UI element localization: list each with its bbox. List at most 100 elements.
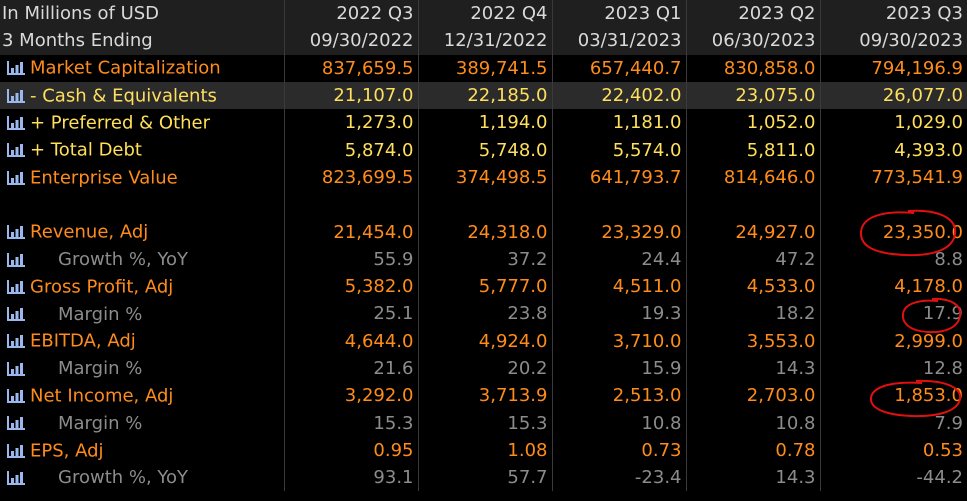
bar-chart-icon[interactable]: [6, 278, 26, 296]
row-label[interactable]: Enterprise Value: [30, 167, 178, 189]
value-cell[interactable]: 1,052.0: [686, 109, 821, 137]
bar-chart-icon[interactable]: [6, 305, 26, 323]
row-label[interactable]: Margin %: [58, 303, 143, 325]
value-cell[interactable]: 4,393.0: [820, 136, 967, 164]
value-cell[interactable]: 773,541.9: [820, 163, 967, 192]
value-cell[interactable]: 20.2: [418, 354, 553, 383]
value-cell[interactable]: 8.8: [820, 245, 967, 273]
table-row[interactable]: Enterprise Value 823,699.5 374,498.5 641,79…: [0, 163, 967, 192]
bar-chart-icon[interactable]: [6, 87, 26, 105]
bar-chart-icon[interactable]: [6, 414, 26, 432]
value-cell[interactable]: 19.3: [552, 300, 687, 328]
bar-chart-icon[interactable]: [6, 442, 26, 460]
table-row[interactable]: Growth %, YoY 55.9 37.2 24.4 47.2 8.8: [0, 245, 967, 273]
bar-chart-icon[interactable]: [6, 251, 26, 269]
value-cell[interactable]: 10.8: [552, 409, 687, 437]
value-cell[interactable]: 15.3: [284, 409, 419, 437]
value-cell[interactable]: 26,077.0: [820, 81, 967, 110]
value-cell[interactable]: 10.8: [686, 409, 821, 437]
period-label[interactable]: 3 Months Ending: [0, 27, 285, 55]
value-cell[interactable]: 22,185.0: [418, 81, 553, 110]
table-row[interactable]: EPS, Adj 0.95 1.08 0.73 0.78 0.53: [0, 436, 967, 465]
row-label[interactable]: Margin %: [58, 412, 143, 434]
value-cell[interactable]: 2,703.0: [686, 382, 821, 410]
value-cell[interactable]: 830,858.0: [686, 54, 821, 82]
bar-chart-icon[interactable]: [6, 114, 26, 132]
row-label[interactable]: + Preferred & Other: [30, 112, 211, 134]
bar-chart-icon[interactable]: [6, 223, 26, 241]
row-label[interactable]: + Total Debt: [30, 139, 142, 161]
value-cell[interactable]: 389,741.5: [418, 54, 553, 82]
value-cell[interactable]: 5,382.0: [284, 272, 419, 301]
table-row[interactable]: + Preferred & Other 1,273.0 1,194.0 1,181.0…: [0, 109, 967, 137]
value-cell[interactable]: 4,533.0: [686, 272, 821, 301]
value-cell[interactable]: 1,853.0: [820, 382, 967, 410]
value-cell[interactable]: 3,710.0: [552, 327, 687, 355]
table-row[interactable]: Gross Profit, Adj 5,382.0 5,777.0 4,511.0 4,…: [0, 272, 967, 301]
value-cell[interactable]: -44.2: [820, 464, 967, 492]
value-cell[interactable]: 14.3: [686, 354, 821, 383]
value-cell[interactable]: 37.2: [418, 245, 553, 273]
value-cell[interactable]: 5,811.0: [686, 136, 821, 164]
value-cell[interactable]: 1,273.0: [284, 109, 419, 137]
bar-chart-icon[interactable]: [6, 387, 26, 405]
value-cell[interactable]: 23,075.0: [686, 81, 821, 110]
period-header[interactable]: 2022 Q4: [418, 0, 553, 28]
table-row[interactable]: Margin % 25.1 23.8 19.3 18.2 17.9: [0, 300, 967, 328]
value-cell[interactable]: 47.2: [686, 245, 821, 273]
value-cell[interactable]: 837,659.5: [284, 54, 419, 82]
value-cell[interactable]: 0.73: [552, 436, 687, 465]
value-cell[interactable]: 374,498.5: [418, 163, 553, 192]
value-cell[interactable]: 4,511.0: [552, 272, 687, 301]
value-cell[interactable]: 21,107.0: [284, 81, 419, 110]
value-cell[interactable]: 21,454.0: [284, 218, 419, 246]
value-cell[interactable]: 23.8: [418, 300, 553, 328]
value-cell[interactable]: -23.4: [552, 464, 687, 492]
value-cell[interactable]: 0.53: [820, 436, 967, 465]
value-cell[interactable]: 814,646.0: [686, 163, 821, 192]
value-cell[interactable]: 17.9: [820, 300, 967, 328]
value-cell[interactable]: 14.3: [686, 464, 821, 492]
table-row[interactable]: Revenue, Adj 21,454.0 24,318.0 23,329.0 24,9…: [0, 218, 967, 246]
row-label[interactable]: EBITDA, Adj: [30, 330, 136, 352]
table-row[interactable]: - Cash & Equivalents 21,107.0 22,185.0 22,4…: [0, 81, 967, 110]
value-cell[interactable]: 12.8: [820, 354, 967, 383]
value-cell[interactable]: 21.6: [284, 354, 419, 383]
row-label[interactable]: EPS, Adj: [30, 440, 104, 462]
value-cell[interactable]: 24,318.0: [418, 218, 553, 246]
value-cell[interactable]: 657,440.7: [552, 54, 687, 82]
bar-chart-icon[interactable]: [6, 360, 26, 378]
table-row[interactable]: Margin % 21.6 20.2 15.9 14.3 12.8: [0, 354, 967, 383]
row-label[interactable]: Gross Profit, Adj: [30, 276, 174, 298]
table-row[interactable]: Growth %, YoY 93.1 57.7 -23.4 14.3 -44.2: [0, 464, 967, 492]
value-cell[interactable]: 3,553.0: [686, 327, 821, 355]
value-cell[interactable]: 2,999.0: [820, 327, 967, 355]
period-header[interactable]: 2023 Q1: [552, 0, 687, 28]
value-cell[interactable]: 23,350.0: [820, 218, 967, 246]
value-cell[interactable]: 794,196.9: [820, 54, 967, 82]
value-cell[interactable]: 93.1: [284, 464, 419, 492]
value-cell[interactable]: 2,513.0: [552, 382, 687, 410]
value-cell[interactable]: 4,178.0: [820, 272, 967, 301]
value-cell[interactable]: 7.9: [820, 409, 967, 437]
row-label[interactable]: Growth %, YoY: [58, 249, 189, 271]
value-cell[interactable]: 5,874.0: [284, 136, 419, 164]
table-row[interactable]: EBITDA, Adj 4,644.0 4,924.0 3,710.0 3,553.0 2…: [0, 327, 967, 355]
value-cell[interactable]: 1,029.0: [820, 109, 967, 137]
value-cell[interactable]: 5,748.0: [418, 136, 553, 164]
value-cell[interactable]: 4,644.0: [284, 327, 419, 355]
table-row[interactable]: + Total Debt 5,874.0 5,748.0 5,574.0 5,811.0…: [0, 136, 967, 164]
value-cell[interactable]: 18.2: [686, 300, 821, 328]
value-cell[interactable]: 1.08: [418, 436, 553, 465]
value-cell[interactable]: 22,402.0: [552, 81, 687, 110]
value-cell[interactable]: 3,713.9: [418, 382, 553, 410]
value-cell[interactable]: 55.9: [284, 245, 419, 273]
row-label[interactable]: Margin %: [58, 358, 143, 380]
bar-chart-icon[interactable]: [6, 59, 26, 77]
value-cell[interactable]: 5,574.0: [552, 136, 687, 164]
table-row[interactable]: Net Income, Adj 3,292.0 3,713.9 2,513.0 2,70…: [0, 382, 967, 410]
row-label[interactable]: Net Income, Adj: [30, 385, 174, 407]
value-cell[interactable]: 25.1: [284, 300, 419, 328]
bar-chart-icon[interactable]: [6, 332, 26, 350]
bar-chart-icon[interactable]: [6, 469, 26, 487]
